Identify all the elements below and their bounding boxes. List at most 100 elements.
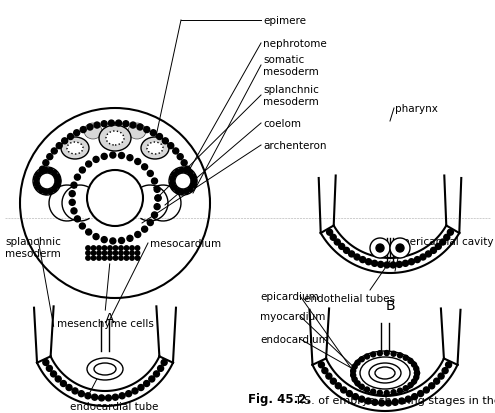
Circle shape	[112, 394, 118, 400]
Circle shape	[169, 168, 197, 195]
Circle shape	[55, 376, 61, 382]
Circle shape	[124, 251, 129, 256]
Circle shape	[414, 366, 419, 371]
Circle shape	[80, 127, 86, 133]
Circle shape	[350, 373, 356, 378]
Circle shape	[135, 256, 140, 261]
Circle shape	[350, 368, 356, 373]
Circle shape	[86, 230, 92, 235]
Circle shape	[334, 240, 340, 245]
Circle shape	[346, 391, 352, 396]
Circle shape	[390, 262, 396, 268]
Circle shape	[86, 251, 90, 256]
Ellipse shape	[369, 363, 401, 383]
Circle shape	[431, 248, 437, 254]
Circle shape	[54, 183, 59, 188]
Circle shape	[135, 251, 140, 256]
Circle shape	[102, 246, 107, 251]
Text: archenteron: archenteron	[263, 141, 327, 151]
Text: mesenchyme cells: mesenchyme cells	[56, 318, 153, 328]
Ellipse shape	[351, 351, 419, 395]
Circle shape	[97, 246, 101, 251]
Circle shape	[390, 238, 410, 259]
Circle shape	[87, 125, 93, 131]
Ellipse shape	[147, 142, 163, 154]
Circle shape	[62, 138, 68, 145]
Circle shape	[142, 164, 148, 171]
Circle shape	[179, 168, 184, 173]
Ellipse shape	[128, 124, 146, 140]
Circle shape	[144, 127, 150, 133]
Circle shape	[86, 246, 90, 251]
Circle shape	[184, 169, 189, 173]
Circle shape	[105, 395, 111, 401]
Circle shape	[355, 360, 360, 366]
Circle shape	[348, 251, 354, 257]
Circle shape	[39, 170, 44, 175]
Circle shape	[34, 181, 39, 186]
Circle shape	[435, 244, 442, 250]
Circle shape	[318, 362, 324, 368]
Circle shape	[191, 183, 196, 188]
Circle shape	[108, 251, 112, 256]
Circle shape	[442, 368, 448, 374]
Circle shape	[341, 387, 346, 393]
Circle shape	[359, 357, 364, 362]
Circle shape	[102, 256, 107, 261]
Circle shape	[79, 168, 85, 173]
Text: epicardium: epicardium	[260, 291, 319, 301]
Circle shape	[386, 400, 392, 406]
Circle shape	[175, 189, 180, 194]
Circle shape	[113, 246, 118, 251]
Circle shape	[355, 381, 360, 386]
Circle shape	[155, 195, 161, 202]
Circle shape	[91, 251, 96, 256]
Circle shape	[371, 352, 376, 357]
Circle shape	[192, 179, 197, 184]
Text: mesocardium: mesocardium	[150, 238, 221, 248]
Ellipse shape	[360, 357, 410, 389]
Circle shape	[172, 185, 177, 190]
Circle shape	[92, 394, 98, 400]
Text: myocardium: myocardium	[260, 311, 325, 321]
Circle shape	[403, 356, 408, 361]
Ellipse shape	[375, 367, 395, 379]
Circle shape	[102, 251, 107, 256]
Circle shape	[391, 390, 396, 395]
Text: coelom: coelom	[263, 119, 301, 129]
Circle shape	[440, 240, 446, 245]
Circle shape	[364, 354, 370, 359]
Circle shape	[403, 386, 408, 391]
Circle shape	[52, 187, 57, 192]
Circle shape	[99, 395, 104, 401]
Circle shape	[93, 234, 99, 240]
Circle shape	[135, 232, 141, 238]
Circle shape	[47, 154, 53, 160]
Circle shape	[108, 256, 112, 261]
Circle shape	[371, 389, 376, 394]
Circle shape	[384, 262, 390, 268]
Circle shape	[365, 259, 372, 265]
Circle shape	[438, 373, 444, 379]
Circle shape	[188, 171, 193, 176]
Text: endocardial tube: endocardial tube	[70, 401, 158, 411]
Circle shape	[384, 351, 389, 356]
Circle shape	[344, 248, 349, 254]
Circle shape	[405, 396, 411, 402]
Circle shape	[391, 351, 396, 356]
Circle shape	[326, 373, 332, 379]
Circle shape	[188, 187, 193, 192]
Text: nephrotome: nephrotome	[263, 39, 327, 49]
Circle shape	[130, 123, 136, 129]
Circle shape	[418, 391, 424, 396]
Circle shape	[192, 179, 197, 184]
Circle shape	[153, 371, 159, 377]
Text: B: B	[385, 298, 395, 312]
Circle shape	[330, 378, 337, 384]
Circle shape	[392, 399, 398, 405]
Circle shape	[161, 360, 167, 366]
Circle shape	[335, 383, 341, 389]
Circle shape	[154, 204, 160, 210]
Circle shape	[137, 125, 143, 131]
Circle shape	[425, 251, 431, 257]
